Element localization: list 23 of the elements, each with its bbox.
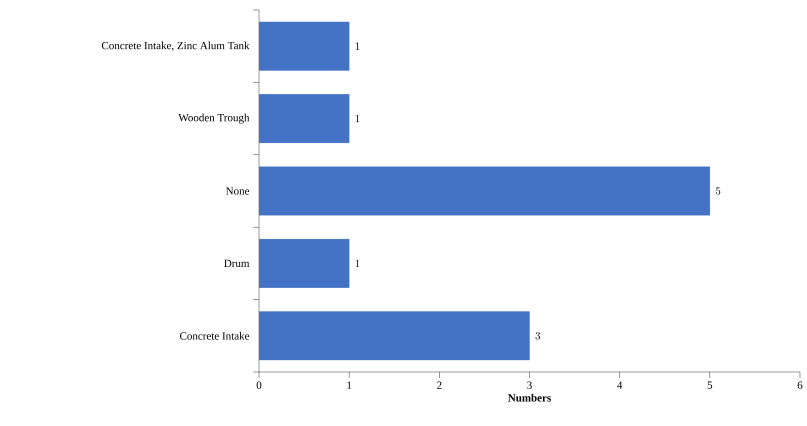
x-axis-title: Numbers xyxy=(508,394,551,402)
data-label: 3 xyxy=(535,332,540,340)
data-label: 5 xyxy=(716,187,720,195)
bar xyxy=(259,311,530,360)
bar xyxy=(259,166,710,216)
x-tick-label: 2 xyxy=(437,382,442,389)
data-label: 1 xyxy=(356,42,360,50)
y-tick-label: Wooden Trough xyxy=(178,114,250,124)
y-tick-label: Drum xyxy=(224,260,250,268)
x-tick-label: 4 xyxy=(617,382,622,389)
bar xyxy=(259,22,350,71)
bar xyxy=(259,238,350,288)
x-tick-label: 0 xyxy=(256,382,262,389)
bar xyxy=(259,94,350,144)
y-tick-label: None xyxy=(226,187,250,195)
x-tick-label: 3 xyxy=(527,382,532,389)
data-label: 1 xyxy=(356,260,360,267)
y-tick-label: Concrete Intake, Zinc Alum Tank xyxy=(102,42,250,51)
x-tick-label: 5 xyxy=(708,382,712,389)
x-tick-label: 1 xyxy=(347,382,352,389)
data-label: 1 xyxy=(356,114,360,122)
y-tick-label: Concrete Intake xyxy=(180,332,250,340)
x-tick-label: 6 xyxy=(798,382,802,389)
